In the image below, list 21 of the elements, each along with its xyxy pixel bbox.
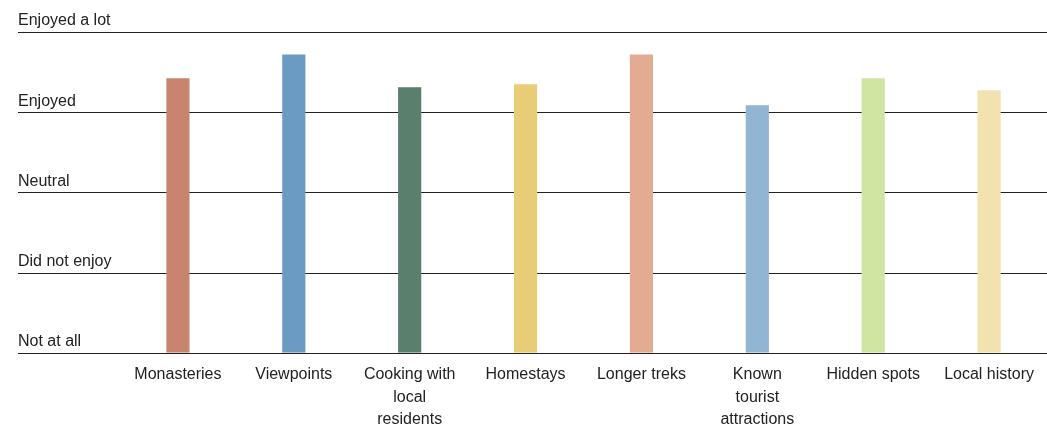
text: Enjoyed — [18, 91, 76, 109]
bar — [629, 54, 654, 353]
bar — [513, 84, 538, 353]
bar — [398, 87, 422, 353]
bar — [745, 105, 769, 353]
x-tick-label: Longer treks — [596, 365, 686, 383]
x-tick-label: Cooking with local residents — [363, 365, 456, 428]
text: Not at all — [18, 332, 82, 350]
bar — [166, 78, 190, 353]
x-tick-label: Monasteries — [134, 365, 222, 383]
x-tick-label: Known tourist attractions — [720, 365, 795, 428]
text: Did not enjoy — [18, 252, 112, 270]
x-tick-label: Viewpoints — [255, 365, 333, 383]
x-tick-label: Homestays — [485, 365, 566, 383]
x-tick-label: Local history — [944, 365, 1034, 383]
text: Neutral — [18, 171, 70, 189]
bar — [282, 54, 306, 353]
x-tick-label: Hidden spots — [826, 365, 920, 383]
bar — [977, 90, 1001, 353]
text: Enjoyed a lot — [18, 11, 112, 29]
bar — [861, 78, 885, 353]
